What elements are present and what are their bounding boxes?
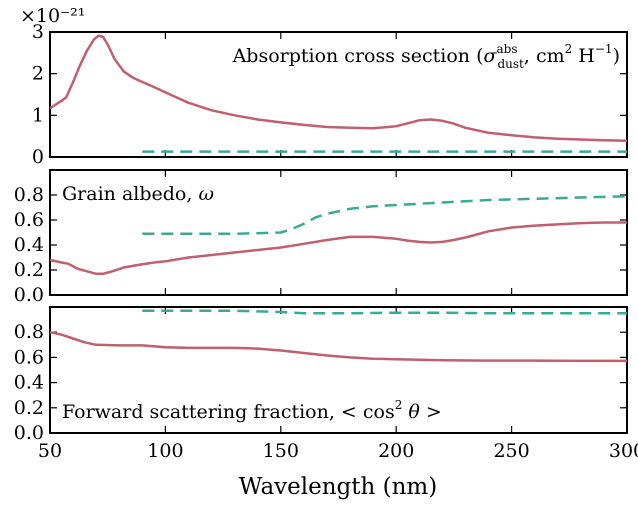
panel-forward-y-ticks: 0.0 0.2 0.4 0.6 0.8 bbox=[14, 307, 628, 444]
forward-ytick-label: 0.0 bbox=[14, 422, 44, 444]
xtick-label: 100 bbox=[147, 440, 183, 462]
panel-albedo-frame bbox=[49, 169, 628, 296]
absorption-ytick-label: 0 bbox=[32, 146, 44, 168]
sigma-symbol: σ bbox=[484, 45, 498, 67]
albedo-series-dashed bbox=[142, 195, 628, 236]
absorption-label-close: ) bbox=[613, 45, 620, 67]
absorption-cross-section-label: Absorption cross section (σabs dust, cm2 … bbox=[232, 42, 620, 71]
grain-albedo-text: Grain albedo, bbox=[62, 183, 198, 205]
forward-scattering-label: Forward scattering fraction, < cos2 θ > bbox=[62, 398, 442, 423]
xtick-label: 300 bbox=[609, 440, 638, 462]
forward-series-dashed bbox=[142, 309, 627, 315]
cos-exponent: 2 bbox=[395, 398, 403, 412]
forward-ytick-label: 0.6 bbox=[14, 346, 44, 368]
panel-forward-x-ticks: 50 100 150 200 250 300 bbox=[38, 440, 638, 462]
albedo-ytick-label: 0.2 bbox=[14, 259, 44, 281]
forward-ytick-label: 0.4 bbox=[14, 372, 44, 394]
panel-absorption-y-ticks: 0 1 2 3 bbox=[32, 21, 628, 168]
panel-absorption-frame bbox=[49, 31, 628, 158]
xtick-label: 50 bbox=[38, 440, 62, 462]
absorption-series-solid bbox=[49, 34, 628, 143]
absorption-label-prefix: Absorption cross section ( bbox=[232, 45, 484, 67]
panel-albedo: 0.0 0.2 0.4 0.6 0.8 Grain albedo, ω bbox=[14, 169, 628, 306]
absorption-ytick-label: 1 bbox=[32, 104, 44, 126]
sigma-superscript: abs bbox=[496, 42, 517, 56]
theta-symbol: θ bbox=[402, 401, 420, 423]
albedo-ytick-label: 0.0 bbox=[14, 284, 44, 306]
forward-ytick-label: 0.2 bbox=[14, 397, 44, 419]
panel-albedo-series bbox=[49, 195, 628, 276]
cm-exponent: 2 bbox=[565, 42, 573, 56]
albedo-series-solid bbox=[49, 221, 627, 276]
absorption-label-units-a: , cm bbox=[524, 45, 565, 67]
forward-scattering-text: Forward scattering fraction, < cos bbox=[62, 401, 395, 423]
xtick-label: 250 bbox=[493, 440, 529, 462]
panel-forward-series bbox=[49, 309, 627, 363]
forward-series-solid bbox=[49, 330, 627, 363]
panel-forward-scattering-frame bbox=[49, 306, 628, 434]
xtick-label: 150 bbox=[263, 440, 299, 462]
grain-albedo-label: Grain albedo, ω bbox=[62, 183, 214, 205]
panel-forward-scattering: 0.0 0.2 0.4 0.6 0.8 50 100 150 200 250 300 Forwar… bbox=[14, 306, 638, 462]
albedo-ytick-label: 0.8 bbox=[14, 184, 44, 206]
panel-absorption: 0 1 2 3 ×10⁻²¹ Absorption cross section (σa… bbox=[20, 5, 628, 168]
sigma-subscript: dust bbox=[497, 57, 524, 71]
absorption-ytick-label: 2 bbox=[32, 63, 44, 85]
albedo-ytick-label: 0.4 bbox=[14, 234, 44, 256]
omega-symbol: ω bbox=[198, 183, 214, 205]
panel-absorption-series bbox=[49, 34, 628, 153]
forward-ytick-label: 0.8 bbox=[14, 321, 44, 343]
y-offset-label: ×10⁻²¹ bbox=[20, 5, 85, 27]
albedo-ytick-label: 0.6 bbox=[14, 209, 44, 231]
absorption-ytick-label: 3 bbox=[32, 21, 44, 43]
xtick-label: 200 bbox=[378, 440, 414, 462]
forward-scattering-close: > bbox=[420, 401, 442, 423]
absorption-label-units-b: H bbox=[572, 45, 595, 67]
panel-albedo-y-ticks: 0.0 0.2 0.4 0.6 0.8 bbox=[14, 170, 628, 306]
x-axis-label: Wavelength (nm) bbox=[239, 474, 437, 500]
h-exponent: −1 bbox=[595, 42, 613, 56]
